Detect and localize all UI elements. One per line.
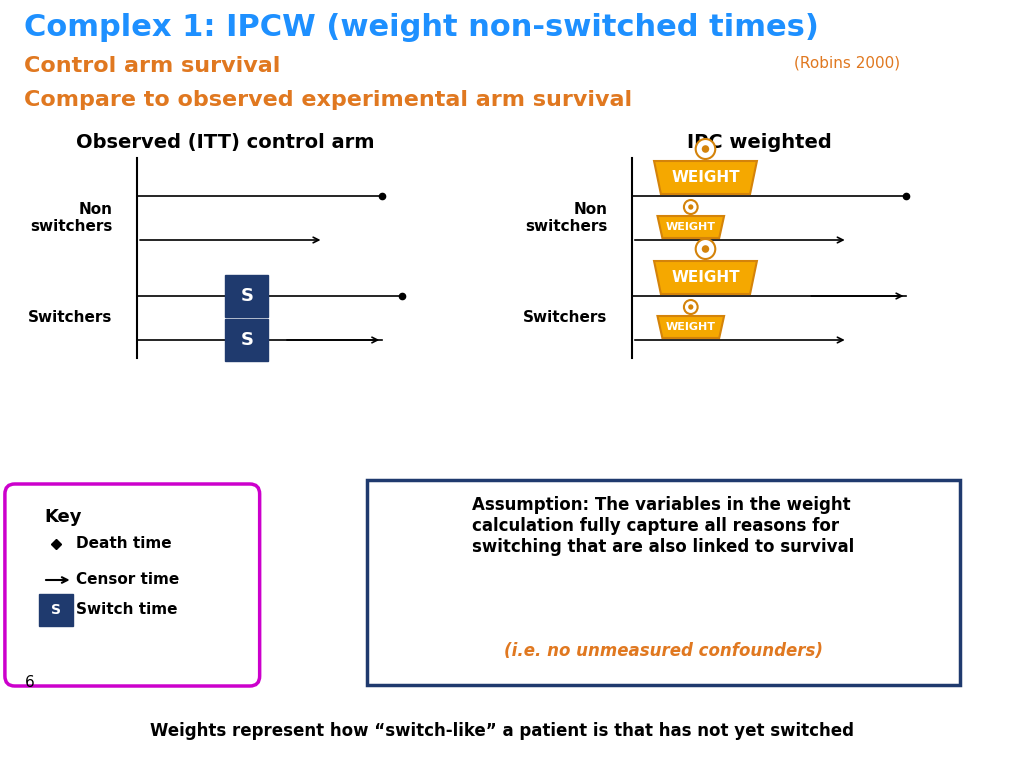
Text: Key: Key	[44, 508, 82, 526]
Text: S: S	[51, 603, 60, 617]
Text: Observed (ITT) control arm: Observed (ITT) control arm	[76, 133, 375, 152]
Text: Switchers: Switchers	[523, 310, 607, 326]
Text: Non
switchers: Non switchers	[31, 202, 113, 234]
Polygon shape	[654, 261, 757, 294]
Text: (i.e. no unmeasured confounders): (i.e. no unmeasured confounders)	[504, 642, 823, 660]
Polygon shape	[654, 161, 757, 194]
Circle shape	[688, 204, 693, 210]
Text: Censor time: Censor time	[77, 572, 179, 588]
Text: (Robins 2000): (Robins 2000)	[794, 56, 900, 71]
Circle shape	[688, 304, 693, 310]
Text: S: S	[241, 287, 253, 305]
Text: Compare to observed experimental arm survival: Compare to observed experimental arm sur…	[25, 90, 633, 110]
Text: S: S	[241, 331, 253, 349]
Text: WEIGHT: WEIGHT	[666, 322, 716, 332]
Polygon shape	[657, 316, 724, 338]
Text: WEIGHT: WEIGHT	[666, 222, 716, 232]
Text: Complex 1: IPCW (weight non-switched times): Complex 1: IPCW (weight non-switched tim…	[25, 13, 819, 42]
Text: Switchers: Switchers	[29, 310, 113, 326]
FancyBboxPatch shape	[39, 594, 73, 626]
Text: Assumption: The variables in the weight
calculation fully capture all reasons fo: Assumption: The variables in the weight …	[472, 496, 854, 555]
FancyBboxPatch shape	[368, 480, 961, 685]
Text: WEIGHT: WEIGHT	[671, 270, 739, 285]
Text: Weights represent how “switch-like” a patient is that has not yet switched: Weights represent how “switch-like” a pa…	[150, 722, 854, 740]
Text: IPC weighted: IPC weighted	[687, 133, 831, 152]
Text: Switch time: Switch time	[77, 603, 178, 617]
Circle shape	[695, 139, 716, 159]
FancyBboxPatch shape	[225, 319, 268, 361]
Text: Control arm survival: Control arm survival	[25, 56, 281, 76]
Circle shape	[701, 145, 710, 153]
Text: WEIGHT: WEIGHT	[671, 170, 739, 185]
Text: Death time: Death time	[77, 537, 172, 551]
Circle shape	[684, 200, 697, 214]
Polygon shape	[657, 216, 724, 238]
Text: 6: 6	[25, 675, 34, 690]
Circle shape	[695, 239, 716, 259]
Text: Non
switchers: Non switchers	[525, 202, 607, 234]
FancyBboxPatch shape	[225, 275, 268, 317]
Circle shape	[684, 300, 697, 314]
FancyBboxPatch shape	[5, 484, 260, 686]
Circle shape	[701, 245, 710, 253]
